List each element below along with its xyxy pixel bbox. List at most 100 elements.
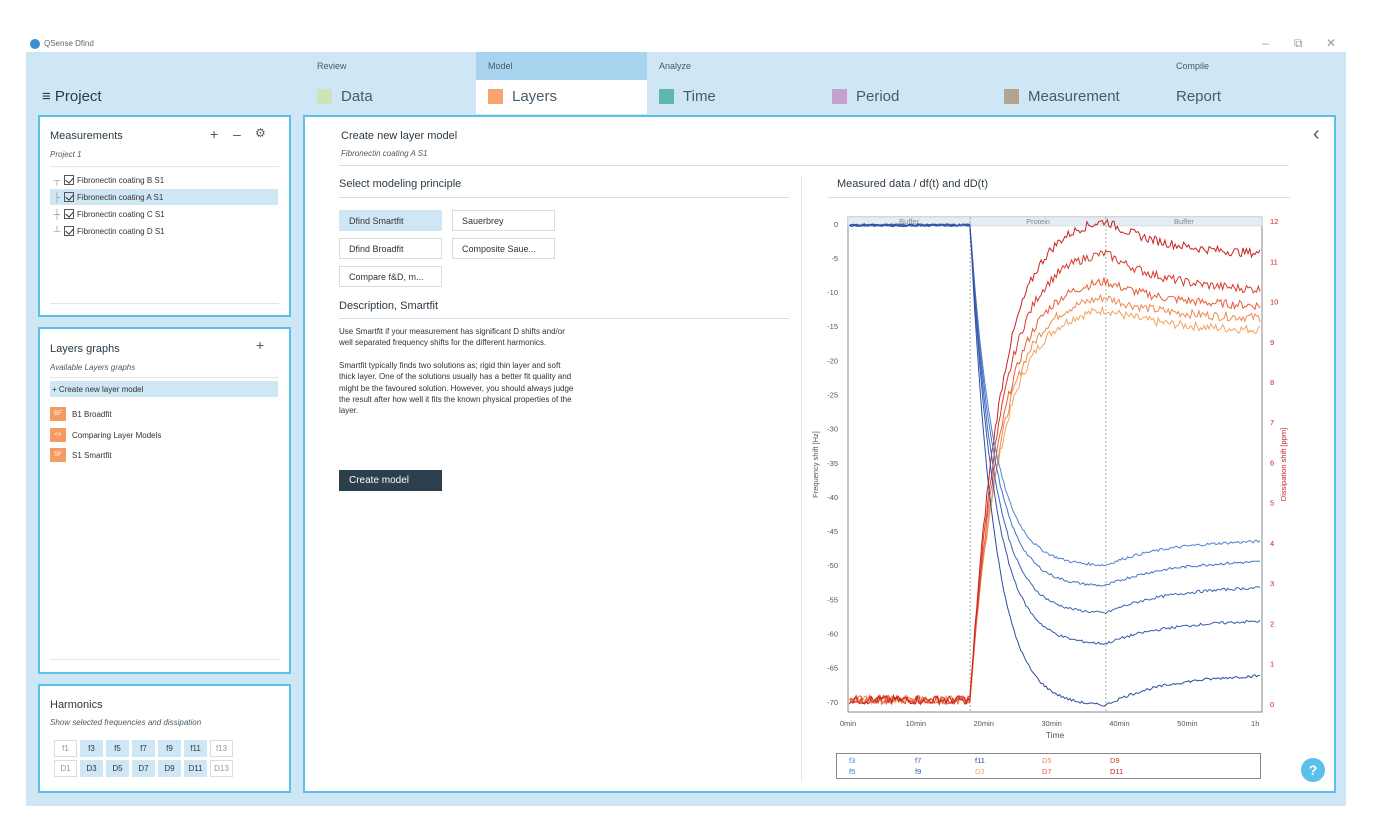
layer-graph-item[interactable]: <> Comparing Layer Models [50, 427, 161, 443]
layer-graph-label: Comparing Layer Models [72, 430, 162, 440]
tab-period[interactable]: Period [820, 52, 990, 114]
active-tab-background [476, 80, 647, 114]
compare-badge-icon: <> [50, 428, 66, 442]
checkbox-checked-icon[interactable] [64, 192, 74, 202]
x-tick-label: 20min [974, 719, 994, 728]
tab-measurement[interactable]: Measurement [992, 52, 1162, 114]
description-heading: Description, Smartfit [339, 300, 439, 312]
harmonic-diss-toggle-d1[interactable]: D1 [54, 760, 77, 777]
harmonic-freq-toggle-f3[interactable]: f3 [80, 740, 103, 757]
create-model-button[interactable]: Create model [339, 470, 442, 491]
app-frame: ≡ Project Review Data Model Layers Analy… [26, 52, 1346, 806]
layer-graph-item[interactable]: BF B1 Broadfit [50, 406, 112, 422]
measurement-item[interactable]: ┴ Fibronectin coating D S1 [50, 223, 278, 239]
measurement-item[interactable]: ┼ Fibronectin coating C S1 [50, 206, 278, 222]
harmonic-diss-toggle-d9[interactable]: D9 [158, 760, 181, 777]
minimize-button[interactable]: – [1262, 36, 1269, 50]
x-tick-label: 40min [1109, 719, 1129, 728]
checkbox-checked-icon[interactable] [64, 175, 74, 185]
y2-tick-label: 0 [1270, 700, 1274, 709]
y-tick-label: 0 [834, 220, 838, 229]
compare-button[interactable]: Compare f&D, m... [339, 266, 442, 287]
measurements-subtitle: Project 1 [50, 150, 82, 159]
harmonic-diss-toggle-d13[interactable]: D13 [210, 760, 233, 777]
harmonic-diss-toggle-d5[interactable]: D5 [106, 760, 129, 777]
legend-entry-f11: f11 [975, 756, 985, 765]
x-tick-label: 1h [1251, 719, 1259, 728]
y-tick-label: -5 [831, 254, 838, 263]
checkbox-checked-icon[interactable] [64, 226, 74, 236]
x-axis-label: Time [1046, 730, 1065, 740]
y2-tick-label: 3 [1270, 579, 1274, 588]
measured-data-chart[interactable]: Buffer Protein Buffer 0 -5 -10 -15 -20 -25 -30 -35… [801, 203, 1291, 755]
project-menu-button[interactable]: ≡ Project [42, 88, 102, 105]
tab-layers[interactable]: Model Layers [476, 52, 647, 114]
composite-sauerbrey-button[interactable]: Composite Saue... [452, 238, 555, 259]
harmonic-freq-toggle-f13[interactable]: f13 [210, 740, 233, 757]
harmonics-panel: Harmonics Show selected frequencies and … [38, 684, 291, 793]
collapse-chevron-icon[interactable]: ‹ [1313, 123, 1320, 145]
y-tick-label: -55 [827, 595, 838, 604]
remove-measurement-button[interactable]: – [233, 126, 241, 142]
tab-report[interactable]: Compile Report [1164, 52, 1334, 114]
dissipation-line-d3 [849, 306, 1261, 706]
harmonic-freq-toggle-f9[interactable]: f9 [158, 740, 181, 757]
tree-branch-icon: ├ [53, 192, 61, 202]
harmonics-grid: f1 f3 f5 f7 f9 f11 f13 D1 D3 D5 D7 D9 D11 D13 [54, 740, 233, 777]
harmonic-diss-toggle-d3[interactable]: D3 [80, 760, 103, 777]
x-tick-label: 50min [1177, 719, 1197, 728]
legend-entry-f9: f9 [915, 767, 922, 776]
close-button[interactable]: ✕ [1326, 36, 1337, 50]
harmonic-freq-toggle-f1[interactable]: f1 [54, 740, 77, 757]
y-tick-label: -15 [827, 322, 838, 331]
phase-label: Buffer [1174, 217, 1194, 226]
settings-gear-icon[interactable]: ⚙ [255, 126, 266, 140]
divider [339, 197, 789, 198]
help-button[interactable]: ? [1301, 758, 1325, 782]
y-tick-label: -70 [827, 698, 838, 707]
measurement-item[interactable]: ├ Fibronectin coating A S1 [50, 189, 278, 205]
create-new-layer-model-item[interactable]: + Create new layer model [50, 381, 278, 397]
y-tick-label: -35 [827, 459, 838, 468]
smartfit-button[interactable]: Dfind Smartfit [339, 210, 442, 231]
measurement-label: Fibronectin coating D S1 [77, 226, 165, 236]
y2-tick-label: 8 [1270, 378, 1274, 387]
legend-entry-f3: f3 [849, 756, 856, 765]
nav-group-label: Review [317, 61, 347, 71]
tab-data[interactable]: Review Data [305, 52, 476, 114]
x-tick-label: 0min [840, 719, 856, 728]
harmonic-freq-toggle-f7[interactable]: f7 [132, 740, 155, 757]
description-text: Use Smartfit if your measurement has sig… [339, 326, 579, 428]
time-color-icon [659, 89, 674, 104]
restore-button[interactable]: ⧉ [1294, 36, 1303, 50]
layer-graph-label: B1 Broadfit [72, 409, 112, 419]
harmonics-title: Harmonics [50, 699, 103, 711]
sauerbrey-button[interactable]: Sauerbrey [452, 210, 555, 231]
add-measurement-button[interactable]: + [210, 126, 219, 142]
layers-graphs-panel: Layers graphs Available Layers graphs + … [38, 327, 291, 674]
harmonics-subtitle: Show selected frequencies and dissipatio… [50, 718, 202, 727]
y2-tick-label: 12 [1270, 217, 1278, 226]
add-layer-graph-button[interactable]: + [256, 337, 265, 353]
y2-tick-label: 7 [1270, 418, 1274, 427]
app-logo-icon [30, 39, 40, 49]
harmonic-diss-toggle-d7[interactable]: D7 [132, 760, 155, 777]
smartfit-badge-icon: SF [50, 448, 66, 462]
tab-time[interactable]: Analyze Time [647, 52, 818, 114]
checkbox-checked-icon[interactable] [64, 209, 74, 219]
tab-label: Data [341, 88, 373, 105]
harmonic-freq-toggle-f11[interactable]: f11 [184, 740, 207, 757]
broadfit-button[interactable]: Dfind Broadfit [339, 238, 442, 259]
y-tick-label: -45 [827, 527, 838, 536]
data-color-icon [317, 89, 332, 104]
nav-group-label: Model [488, 61, 513, 71]
chart-heading: Measured data / df(t) and dD(t) [837, 178, 989, 190]
y2-tick-label: 10 [1270, 298, 1278, 307]
main-panel: Create new layer model Fibronectin coati… [303, 115, 1336, 793]
y-tick-label: -10 [827, 288, 838, 297]
layer-graph-item[interactable]: SF S1 Smartfit [50, 447, 112, 463]
harmonic-diss-toggle-d11[interactable]: D11 [184, 760, 207, 777]
legend-entry-d7: D7 [1042, 767, 1052, 776]
harmonic-freq-toggle-f5[interactable]: f5 [106, 740, 129, 757]
measurement-item[interactable]: ┬ Fibronectin coating B S1 [50, 172, 278, 188]
